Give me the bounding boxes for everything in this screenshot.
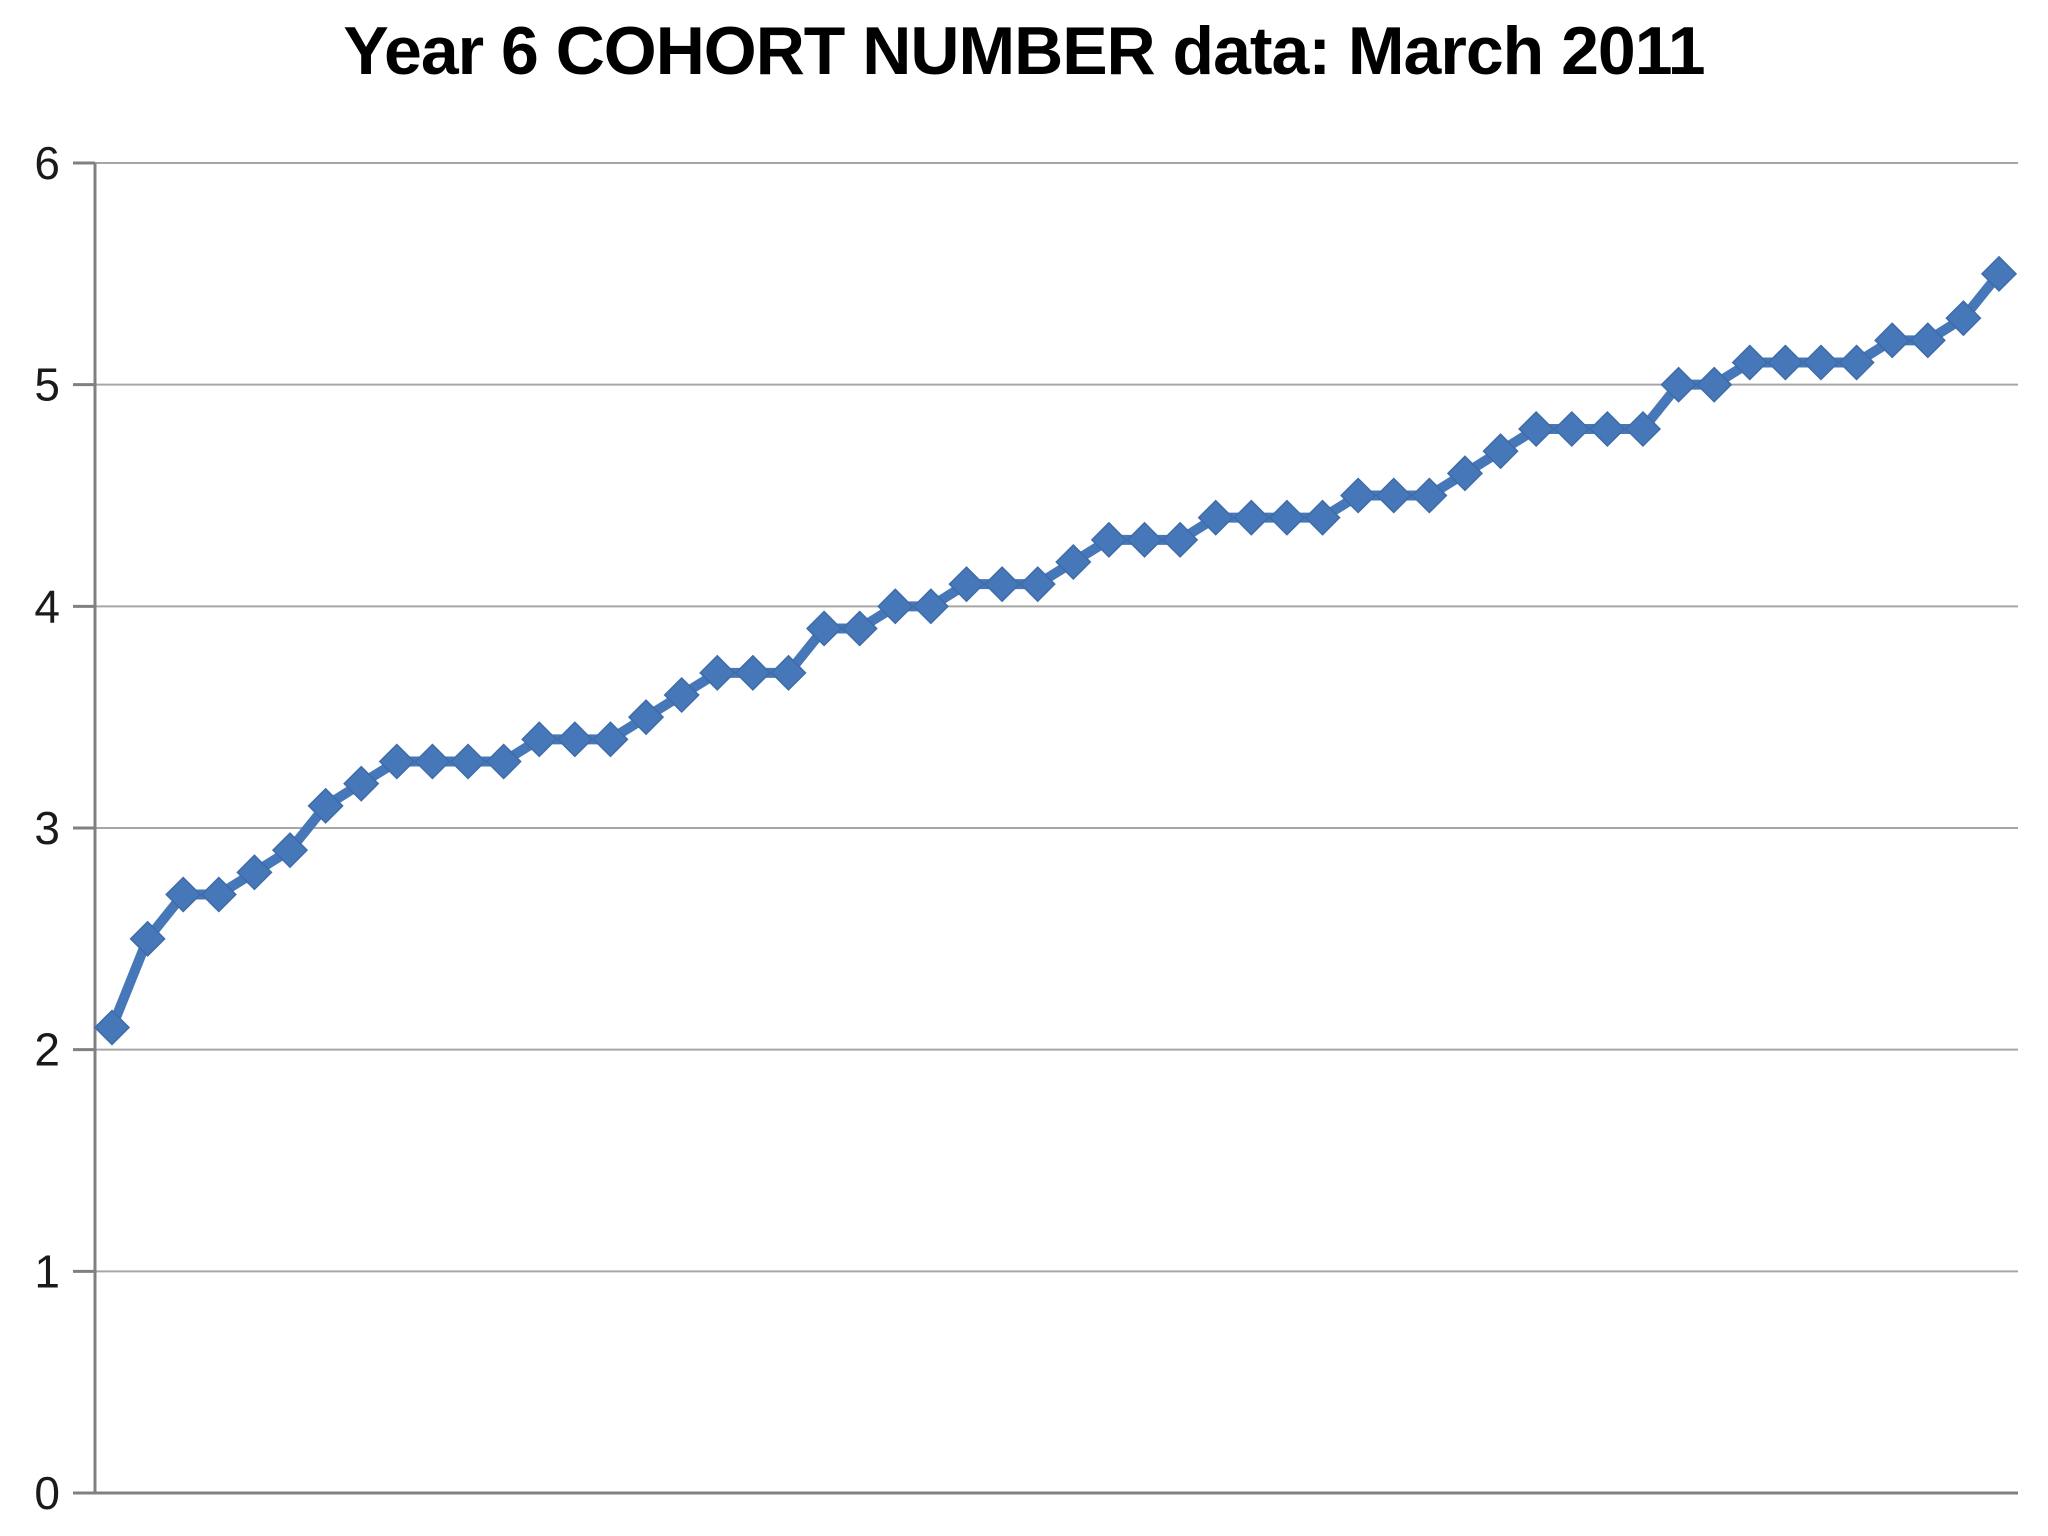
- data-point-marker: [129, 920, 166, 957]
- data-point-marker: [1019, 566, 1056, 603]
- data-point-marker: [1411, 477, 1448, 514]
- chart-title: Year 6 COHORT NUMBER data: March 2011: [343, 13, 1705, 89]
- data-point-marker: [1731, 344, 1768, 381]
- data-point-marker: [1268, 499, 1305, 536]
- data-point-marker: [449, 743, 487, 780]
- data-point-marker: [556, 721, 593, 758]
- data-point-marker: [1233, 499, 1270, 536]
- data-point-marker: [236, 854, 273, 891]
- y-axis-label: 6: [34, 137, 60, 189]
- data-point-marker: [521, 721, 558, 758]
- data-point-marker: [877, 588, 914, 625]
- data-point-marker: [1696, 366, 1733, 403]
- data-point-marker: [734, 654, 771, 691]
- data-point-marker: [307, 787, 344, 824]
- data-point-marker: [1624, 410, 1662, 448]
- data-point-marker: [1518, 410, 1555, 448]
- data-point-marker: [984, 566, 1021, 603]
- data-point-marker: [699, 654, 736, 691]
- data-point-marker: [912, 588, 949, 625]
- data-point-marker: [1980, 255, 2018, 292]
- data-point-marker: [1589, 410, 1626, 448]
- data-point-marker: [165, 876, 202, 913]
- data-point-marker: [1482, 433, 1519, 470]
- data-point-marker: [1197, 499, 1234, 536]
- data-point-marker: [1090, 521, 1127, 558]
- data-point-marker: [1660, 366, 1697, 403]
- data-point-marker: [1162, 521, 1199, 558]
- data-point-marker: [1553, 410, 1590, 448]
- data-point-marker: [93, 1009, 131, 1046]
- data-point-marker: [592, 721, 629, 758]
- data-point-marker: [627, 699, 665, 736]
- data-point-marker: [1838, 344, 1875, 381]
- data-point-marker: [1945, 300, 1982, 337]
- data-point-marker: [841, 610, 878, 647]
- data-point-marker: [1909, 322, 1946, 359]
- data-point-marker: [485, 743, 522, 780]
- y-axis-label: 2: [34, 1024, 60, 1076]
- data-point-marker: [806, 610, 843, 647]
- data-point-marker: [1304, 499, 1341, 536]
- data-point-marker: [1767, 344, 1804, 381]
- data-point-marker: [1340, 477, 1377, 514]
- data-point-marker: [271, 832, 309, 869]
- y-axis-label: 0: [34, 1467, 60, 1519]
- data-point-marker: [1874, 322, 1911, 359]
- data-point-marker: [414, 743, 451, 780]
- data-point-marker: [378, 743, 415, 780]
- data-point-marker: [770, 654, 807, 691]
- data-point-marker: [948, 566, 985, 603]
- data-point-marker: [200, 876, 237, 913]
- data-point-marker: [1802, 344, 1840, 381]
- data-point-marker: [1126, 521, 1163, 558]
- y-axis-label: 1: [34, 1245, 60, 1297]
- data-point-marker: [1446, 455, 1484, 492]
- y-axis-label: 3: [34, 802, 60, 854]
- data-point-marker: [1055, 543, 1092, 581]
- data-point-marker: [663, 676, 700, 714]
- y-axis-label: 4: [34, 580, 60, 632]
- data-point-marker: [343, 765, 380, 802]
- y-axis-label: 5: [34, 359, 60, 411]
- data-point-marker: [1375, 477, 1412, 514]
